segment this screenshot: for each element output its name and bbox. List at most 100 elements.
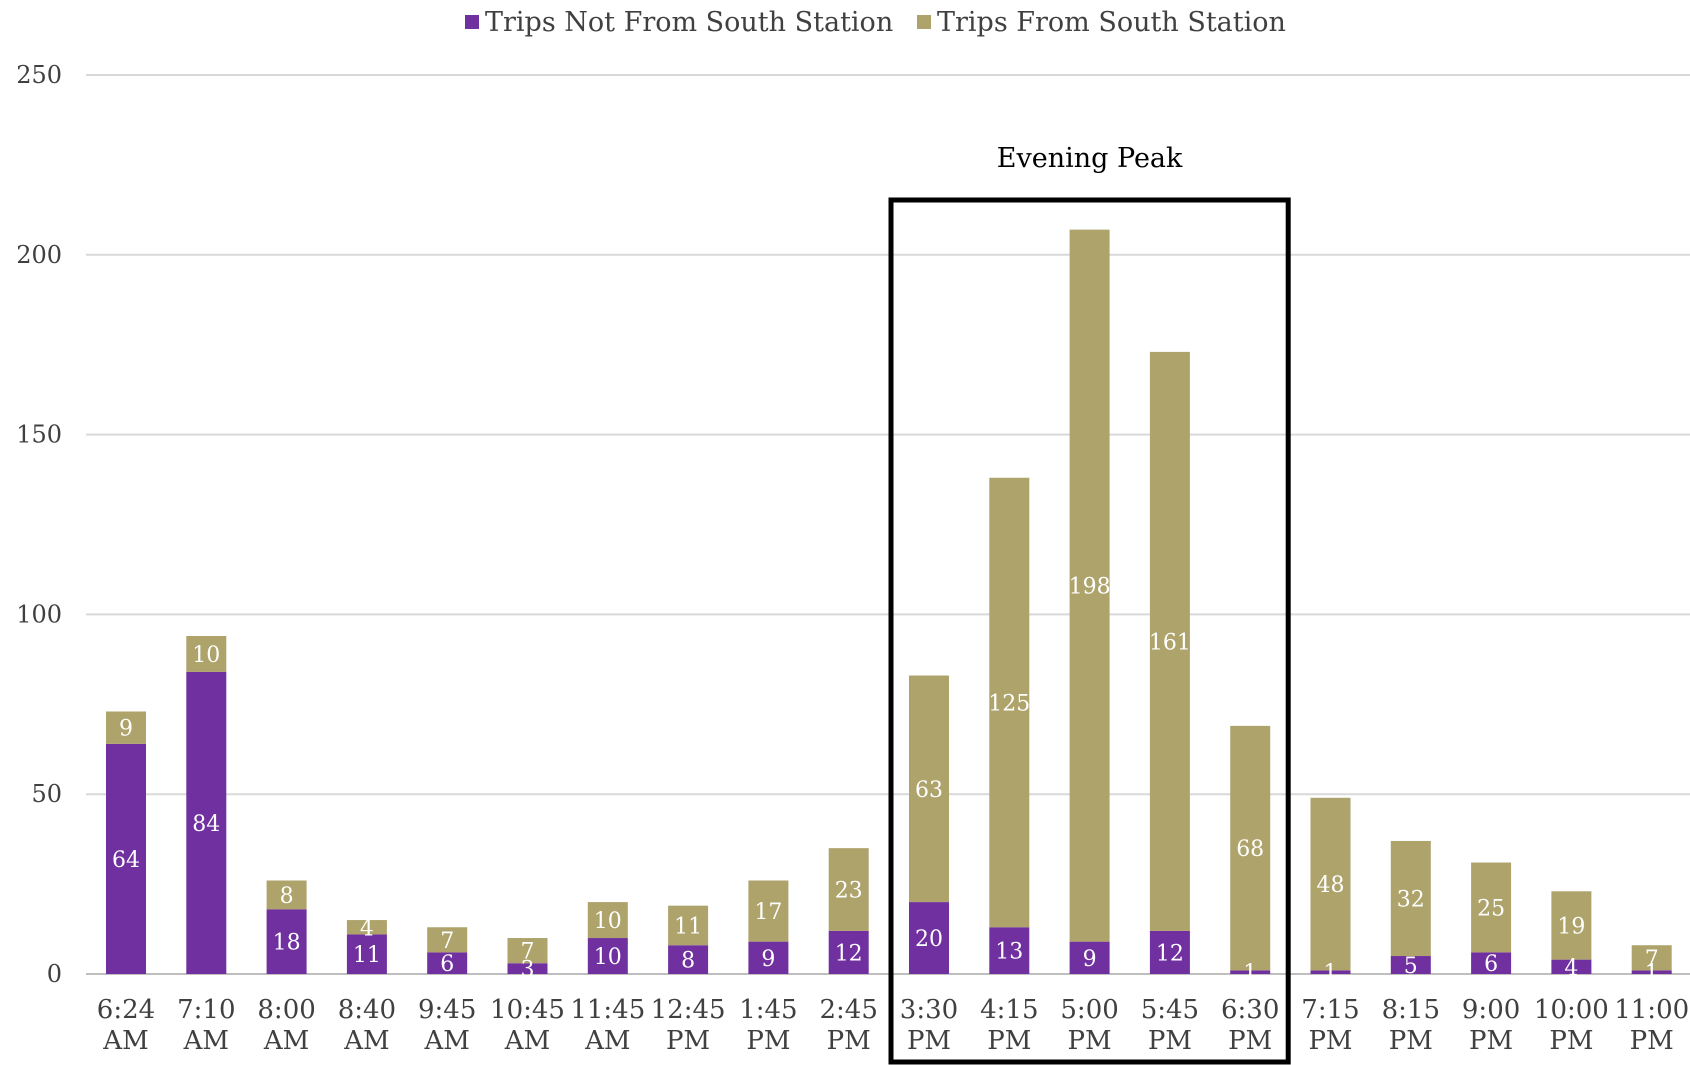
x-tick-label: 9:00 (1462, 995, 1520, 1025)
data-label: 23 (835, 878, 863, 903)
data-label: 1 (1243, 961, 1257, 986)
data-label: 64 (112, 848, 140, 873)
bar-not-from-south-station (186, 671, 227, 974)
bar-from-south-station (1551, 891, 1592, 960)
data-label: 4 (1564, 956, 1578, 981)
data-label: 8 (280, 884, 294, 909)
x-tick-label: 5:45 (1141, 995, 1199, 1025)
bar-from-south-station (1471, 862, 1512, 953)
data-label: 4 (360, 916, 374, 941)
bar-not-from-south-station (1390, 956, 1431, 974)
bar-from-south-station (1390, 840, 1431, 957)
y-tick-label: 50 (31, 780, 62, 808)
x-tick-label: 3:30 (900, 995, 958, 1025)
x-tick-label: 10:45 (490, 995, 565, 1025)
bar-from-south-station (989, 477, 1030, 928)
data-label: 125 (988, 692, 1030, 717)
bar-from-south-station (748, 880, 789, 942)
data-label: 84 (192, 812, 220, 837)
bar-not-from-south-station (507, 963, 548, 974)
bar-from-south-station (1631, 945, 1672, 971)
x-tick-label: 10:00 (1534, 995, 1609, 1025)
y-tick-label: 250 (16, 61, 62, 89)
data-label: 48 (1317, 873, 1345, 898)
y-tick-label: 0 (47, 960, 62, 988)
bar-not-from-south-station (1471, 952, 1512, 974)
data-label: 1 (1645, 961, 1659, 986)
bar-not-from-south-station (587, 938, 628, 974)
evening-peak-label: Evening Peak (997, 143, 1183, 174)
bar-not-from-south-station (106, 743, 146, 974)
x-tick-label-period: AM (504, 1026, 550, 1056)
data-label: 198 (1069, 575, 1111, 600)
data-label: 7 (1645, 947, 1659, 972)
x-tick-label: 8:00 (257, 995, 315, 1025)
x-tick-label-period: PM (1308, 1026, 1352, 1056)
bar-from-south-station (427, 927, 468, 953)
x-tick-label: 4:15 (980, 995, 1038, 1025)
data-label: 68 (1236, 837, 1264, 862)
legend-swatch-olive (917, 15, 931, 29)
bar-from-south-station (1069, 229, 1110, 942)
bar-from-south-station (668, 905, 709, 946)
bar-not-from-south-station (266, 909, 307, 974)
data-label: 17 (754, 900, 782, 925)
x-tick-label-period: PM (1068, 1026, 1112, 1056)
x-tick-label: 6:30 (1221, 995, 1279, 1025)
x-tick-label: 11:45 (570, 995, 645, 1025)
data-label: 11 (353, 943, 381, 968)
bar-not-from-south-station (989, 927, 1030, 974)
bar-from-south-station (186, 635, 227, 672)
bar-not-from-south-station (1230, 970, 1271, 974)
data-label: 25 (1477, 896, 1505, 921)
x-tick-label-period: PM (827, 1026, 871, 1056)
x-tick-label-period: PM (1549, 1026, 1593, 1056)
data-label: 19 (1557, 914, 1585, 939)
bar-from-south-station (346, 920, 387, 935)
x-tick-label-period: AM (102, 1026, 148, 1056)
x-tick-label-period: AM (183, 1026, 229, 1056)
x-tick-label-period: PM (987, 1026, 1031, 1056)
data-label: 6 (1484, 952, 1498, 977)
x-tick-label-period: AM (584, 1026, 630, 1056)
bar-from-south-station (266, 880, 307, 910)
bar-not-from-south-station (1310, 970, 1351, 974)
x-tick-label-period: PM (666, 1026, 710, 1056)
data-label: 9 (1083, 947, 1097, 972)
x-tick-label-period: PM (1389, 1026, 1433, 1056)
x-tick-label-period: PM (1148, 1026, 1192, 1056)
x-tick-label-period: PM (907, 1026, 951, 1056)
data-label: 10 (192, 643, 220, 668)
legend-label: Trips Not From South Station (485, 6, 894, 38)
y-tick-label: 100 (16, 600, 62, 628)
x-tick-label-period: PM (1630, 1026, 1674, 1056)
data-label: 11 (674, 914, 702, 939)
x-tick-label: 12:45 (651, 995, 726, 1025)
data-label: 18 (273, 931, 301, 956)
bar-from-south-station (909, 675, 949, 903)
data-label: 20 (915, 927, 943, 952)
x-tick-label: 7:10 (177, 995, 235, 1025)
x-tick-label: 11:00 (1614, 995, 1689, 1025)
legend-item-from-south-station: Trips From South Station (917, 2, 1286, 42)
data-label: 32 (1397, 887, 1425, 912)
bar-not-from-south-station (346, 934, 387, 974)
data-label: 8 (681, 949, 695, 974)
x-tick-label-period: PM (1228, 1026, 1272, 1056)
x-tick-label: 5:00 (1060, 995, 1118, 1025)
data-label: 1 (1324, 961, 1338, 986)
bar-from-south-station (507, 938, 548, 964)
bar-not-from-south-station (1069, 941, 1110, 974)
data-label: 13 (995, 940, 1023, 965)
bar-not-from-south-station (909, 902, 949, 974)
bar-not-from-south-station (1149, 930, 1190, 974)
x-tick-label: 8:15 (1382, 995, 1440, 1025)
x-tick-label: 1:45 (739, 995, 797, 1025)
x-tick-label: 7:15 (1301, 995, 1359, 1025)
bar-from-south-station (1149, 351, 1190, 931)
x-tick-label-period: AM (423, 1026, 469, 1056)
x-tick-label: 8:40 (338, 995, 396, 1025)
bar-not-from-south-station (748, 941, 789, 974)
evening-peak-box (888, 197, 1291, 1065)
